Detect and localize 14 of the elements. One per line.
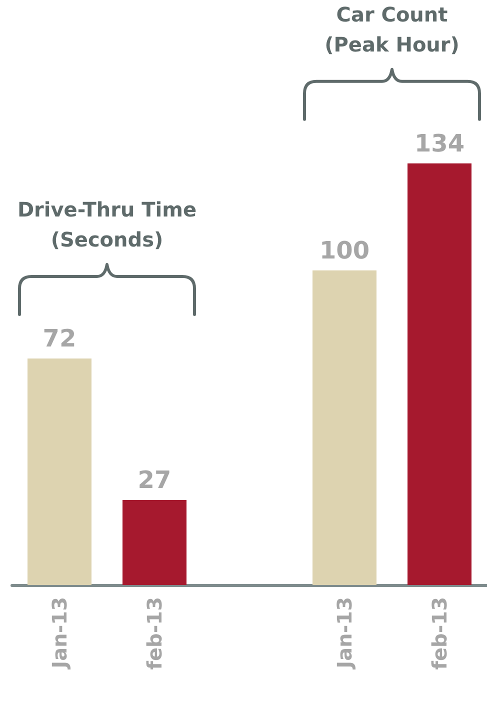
data-label: 134 — [414, 129, 465, 158]
bar — [122, 500, 186, 585]
annotation: Drive-Thru Time (Seconds) — [17, 197, 197, 252]
x-tick-label: Jan-13 — [48, 597, 72, 670]
x-tick-label: feb-13 — [142, 597, 166, 670]
bar — [28, 358, 92, 585]
x-tick-label: Jan-13 — [332, 597, 356, 670]
bar — [408, 163, 472, 585]
data-label: 100 — [319, 236, 370, 264]
data-label: 72 — [42, 324, 76, 352]
data-label: 27 — [138, 466, 172, 494]
bar — [312, 270, 376, 585]
x-tick-label: feb-13 — [428, 597, 452, 670]
text: Car Count (Peak Hour) — [324, 2, 460, 56]
